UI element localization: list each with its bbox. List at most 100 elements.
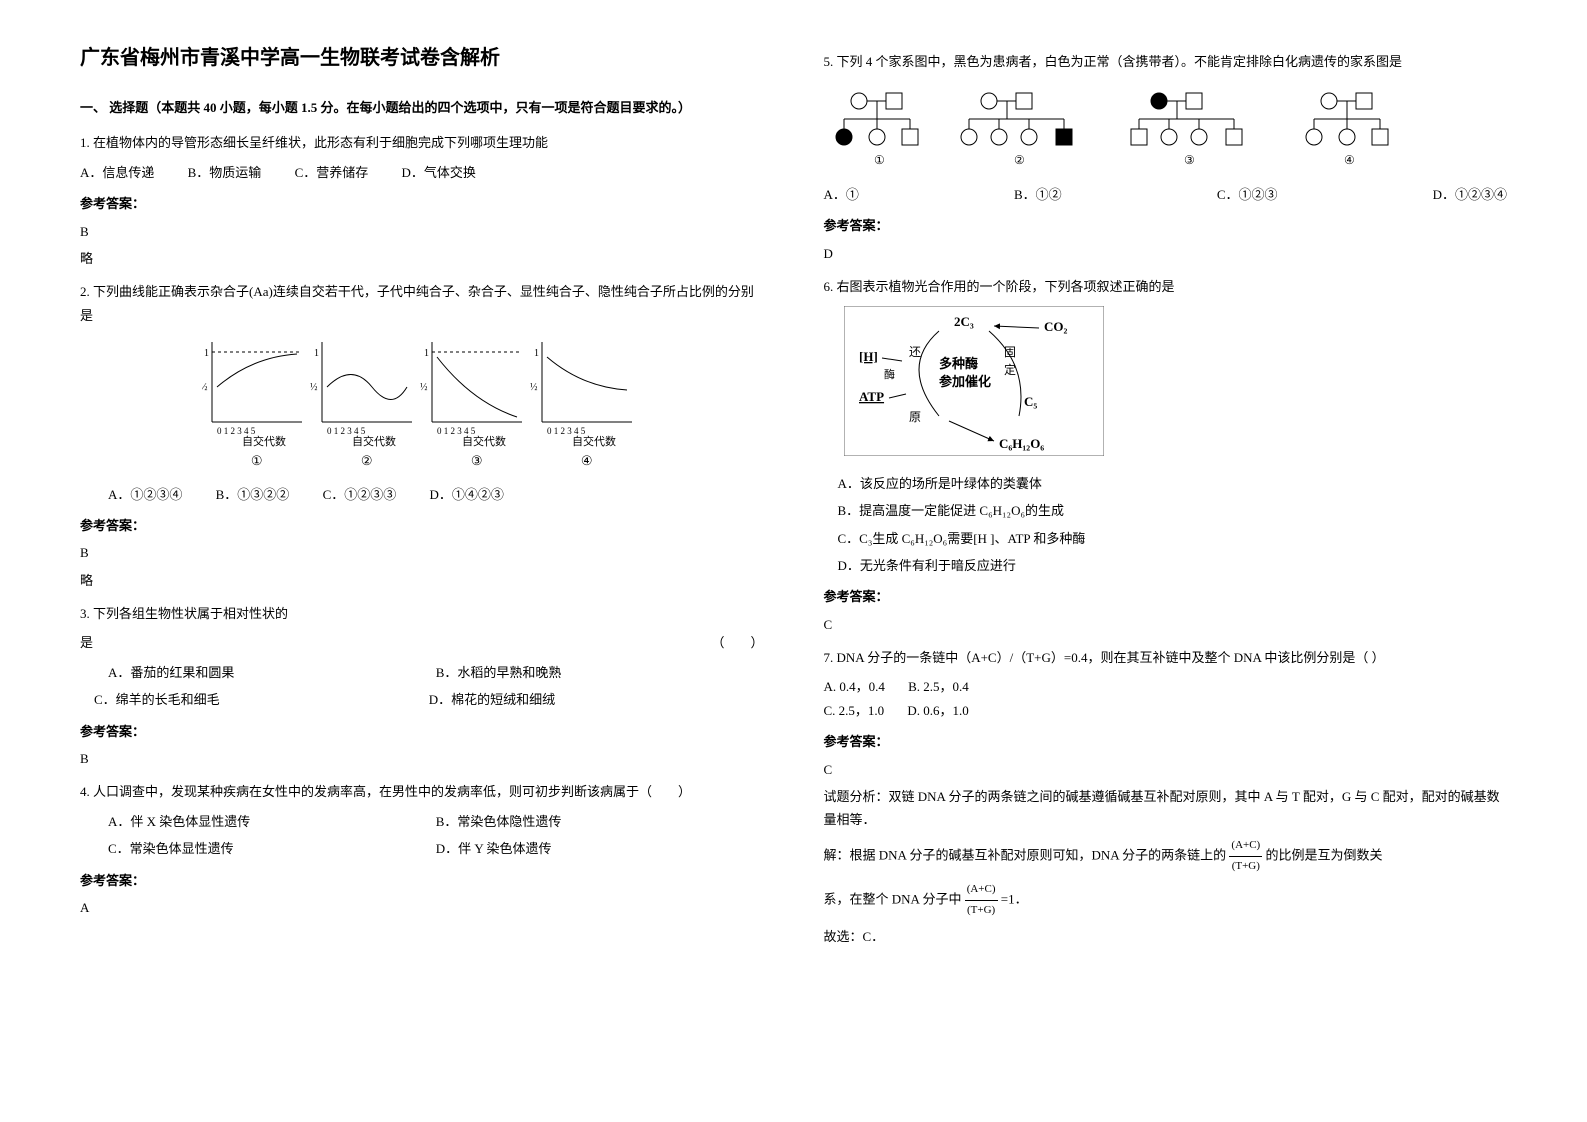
svg-text:½: ½ [310, 382, 318, 393]
q2-label2: ② [361, 449, 373, 472]
q3-optB: B．水稻的早熟和晚熟 [436, 661, 764, 684]
q7-options: A. 0.4，0.4 B. 2.5，0.4 C. 2.5，1.0 D. 0.6，… [824, 675, 1508, 722]
q7-optD: D. 0.6，1.0 [907, 703, 968, 718]
q2-label3: ③ [471, 449, 483, 472]
q2-options: A．①②③④ B．①③②② C．①②③③ D．①④②③ [80, 483, 764, 506]
q7-answer: C [824, 758, 1508, 781]
svg-text:定: 定 [1004, 362, 1016, 377]
q2-optC: C．①②③③ [323, 487, 397, 502]
q1-optA: A．信息传递 [80, 165, 154, 180]
q3-answer-label: 参考答案： [80, 720, 764, 743]
svg-text:½: ½ [202, 382, 208, 393]
right-column: 5. 下列 4 个家系图中，黑色为患病者，白色为正常（含携带者）。不能肯定排除白… [794, 40, 1538, 1082]
svg-text:2C₃: 2C₃ [954, 314, 974, 329]
q3-paren: （ ） [711, 631, 763, 654]
question-7: 7. DNA 分子的一条链中（A+C）/（T+G）=0.4，则在其互补链中及整个… [824, 646, 1508, 948]
q2-note: 略 [80, 569, 764, 592]
q7-analysis4: 故选：C． [824, 925, 1508, 948]
q7-optB: B. 2.5，0.4 [908, 679, 969, 694]
svg-text:①: ① [874, 153, 885, 167]
q3-optD: D．棉花的短绒和细绒 [429, 688, 764, 711]
q6-optC: C．C₃生成 C₆H₁₂O₆需要[H ]、ATP 和多种酶 [838, 527, 1508, 550]
svg-text:自交代数: 自交代数 [462, 434, 506, 447]
svg-text:½: ½ [530, 382, 538, 393]
q6-options: A．该反应的场所是叶绿体的类囊体 B．提高温度一定能促进 C₆H₁₂O₆的生成 … [838, 472, 1508, 578]
svg-text:②: ② [1014, 153, 1025, 167]
svg-text:④: ④ [1344, 153, 1355, 167]
q6-optA: A．该反应的场所是叶绿体的类囊体 [838, 472, 1508, 495]
svg-text:0 1 2 3 4 5: 0 1 2 3 4 5 [327, 426, 366, 436]
q7-answer-label: 参考答案： [824, 730, 1508, 753]
q3-answer: B [80, 747, 764, 770]
q3-optA: A．番茄的红果和圆果 [108, 661, 436, 684]
q7-a3b: =1． [1001, 892, 1028, 907]
q1-stem: 1. 在植物体内的导管形态细长呈纤维状，此形态有利于细胞完成下列哪项生理功能 [80, 131, 764, 154]
q6-diagram: 2C₃ CO₂ 固 定 还 原 [H] ATP 酶 多种酶 [844, 306, 1508, 463]
svg-text:还: 还 [909, 345, 921, 359]
q3-stem: 3. 下列各组生物性状属于相对性状的 [80, 602, 764, 625]
svg-text:原: 原 [909, 410, 921, 424]
svg-text:ATP: ATP [859, 389, 884, 404]
left-column: 广东省梅州市青溪中学高一生物联考试卷含解析 一、 选择题（本题共 40 小题，每… [50, 40, 794, 1082]
q7-a2a: 解：根据 DNA 分子的碱基互补配对原则可知，DNA 分子的两条链上的 [824, 847, 1227, 862]
q5-pedigree-svg: ① ② ③ ④ [824, 79, 1444, 169]
q6-diagram-svg: 2C₃ CO₂ 固 定 还 原 [H] ATP 酶 多种酶 [844, 306, 1104, 456]
q7-frac1: (A+C) (T+G) [1229, 836, 1262, 877]
q5-answer-label: 参考答案： [824, 214, 1508, 237]
section-heading: 一、 选择题（本题共 40 小题，每小题 1.5 分。在每小题给出的四个选项中，… [80, 96, 764, 119]
q1-answer: B [80, 220, 764, 243]
svg-text:1: 1 [534, 348, 539, 359]
q4-optB: B．常染色体隐性遗传 [436, 810, 764, 833]
q4-optA: A．伴 X 染色体显性遗传 [108, 810, 436, 833]
q1-note: 略 [80, 247, 764, 270]
q3-optC: C．绵羊的长毛和细毛 [80, 688, 429, 711]
q7-optA: A. 0.4，0.4 [824, 679, 885, 694]
svg-text:自交代数: 自交代数 [572, 434, 616, 447]
q3-stem2: 是 [80, 631, 93, 654]
svg-text:参加催化: 参加催化 [939, 374, 991, 389]
svg-text:酶: 酶 [884, 368, 895, 381]
q7-frac2: (A+C) (T+G) [965, 880, 998, 921]
page-title: 广东省梅州市青溪中学高一生物联考试卷含解析 [80, 40, 764, 76]
svg-text:[H]: [H] [859, 349, 878, 364]
q2-answer-label: 参考答案： [80, 514, 764, 537]
q7-a3a: 系，在整个 DNA 分子中 [824, 892, 962, 907]
q5-optB: B．①② [1014, 183, 1062, 206]
q4-answer-label: 参考答案： [80, 869, 764, 892]
q4-stem: 4. 人口调查中，发现某种疾病在女性中的发病率高，在男性中的发病率低，则可初步判… [80, 780, 764, 803]
q6-answer: C [824, 613, 1508, 636]
svg-text:自交代数: 自交代数 [352, 434, 396, 447]
q2-label1: ① [251, 449, 263, 472]
svg-text:1: 1 [314, 348, 319, 359]
q7-analysis3: 系，在整个 DNA 分子中 (A+C) (T+G) =1． [824, 880, 1508, 921]
svg-text:③: ③ [1184, 153, 1195, 167]
q3-options: A．番茄的红果和圆果 B．水稻的早熟和晚熟 C．绵羊的长毛和细毛 D．棉花的短绒… [80, 661, 764, 712]
q2-stem: 2. 下列曲线能正确表示杂合子(Aa)连续自交若干代，子代中纯合子、杂合子、显性… [80, 280, 764, 327]
q4-answer: A [80, 896, 764, 919]
q5-pedigrees: ① ② ③ ④ [824, 79, 1508, 176]
q7-analysis1: 试题分析：双链 DNA 分子的两条链之间的碱基遵循碱基互补配对原则，其中 A 与… [824, 785, 1508, 832]
svg-text:0 1 2 3 4 5: 0 1 2 3 4 5 [217, 426, 256, 436]
svg-text:C₆H₁₂O₆: C₆H₁₂O₆ [999, 436, 1044, 451]
svg-text:C₅: C₅ [1024, 394, 1037, 409]
q2-optA: A．①②③④ [108, 487, 182, 502]
q1-optD: D．气体交换 [401, 165, 475, 180]
q4-optC: C．常染色体显性遗传 [108, 837, 436, 860]
q7-a2b: 的比例是互为倒数关 [1265, 847, 1382, 862]
q7-optC: C. 2.5，1.0 [824, 703, 885, 718]
q1-optB: B．物质运输 [188, 165, 262, 180]
svg-text:CO₂: CO₂ [1044, 319, 1068, 334]
question-2: 2. 下列曲线能正确表示杂合子(Aa)连续自交若干代，子代中纯合子、杂合子、显性… [80, 280, 764, 592]
q1-options: A．信息传递 B．物质运输 C．营养储存 D．气体交换 [80, 161, 764, 184]
q5-stem: 5. 下列 4 个家系图中，黑色为患病者，白色为正常（含携带者）。不能肯定排除白… [824, 50, 1508, 73]
q4-optD: D．伴 Y 染色体遗传 [436, 837, 764, 860]
svg-text:1: 1 [204, 348, 209, 359]
q7-analysis2: 解：根据 DNA 分子的碱基互补配对原则可知，DNA 分子的两条链上的 (A+C… [824, 836, 1508, 877]
question-6: 6. 右图表示植物光合作用的一个阶段，下列各项叙述正确的是 2C₃ CO₂ 固 … [824, 275, 1508, 636]
q6-optD: D．无光条件有利于暗反应进行 [838, 554, 1508, 577]
q4-options: A．伴 X 染色体显性遗传 B．常染色体隐性遗传 C．常染色体显性遗传 D．伴 … [80, 810, 764, 861]
svg-text:1: 1 [424, 348, 429, 359]
svg-text:0 1 2 3 4 5: 0 1 2 3 4 5 [547, 426, 586, 436]
svg-text:0 1 2 3 4 5: 0 1 2 3 4 5 [437, 426, 476, 436]
question-1: 1. 在植物体内的导管形态细长呈纤维状，此形态有利于细胞完成下列哪项生理功能 A… [80, 131, 764, 270]
